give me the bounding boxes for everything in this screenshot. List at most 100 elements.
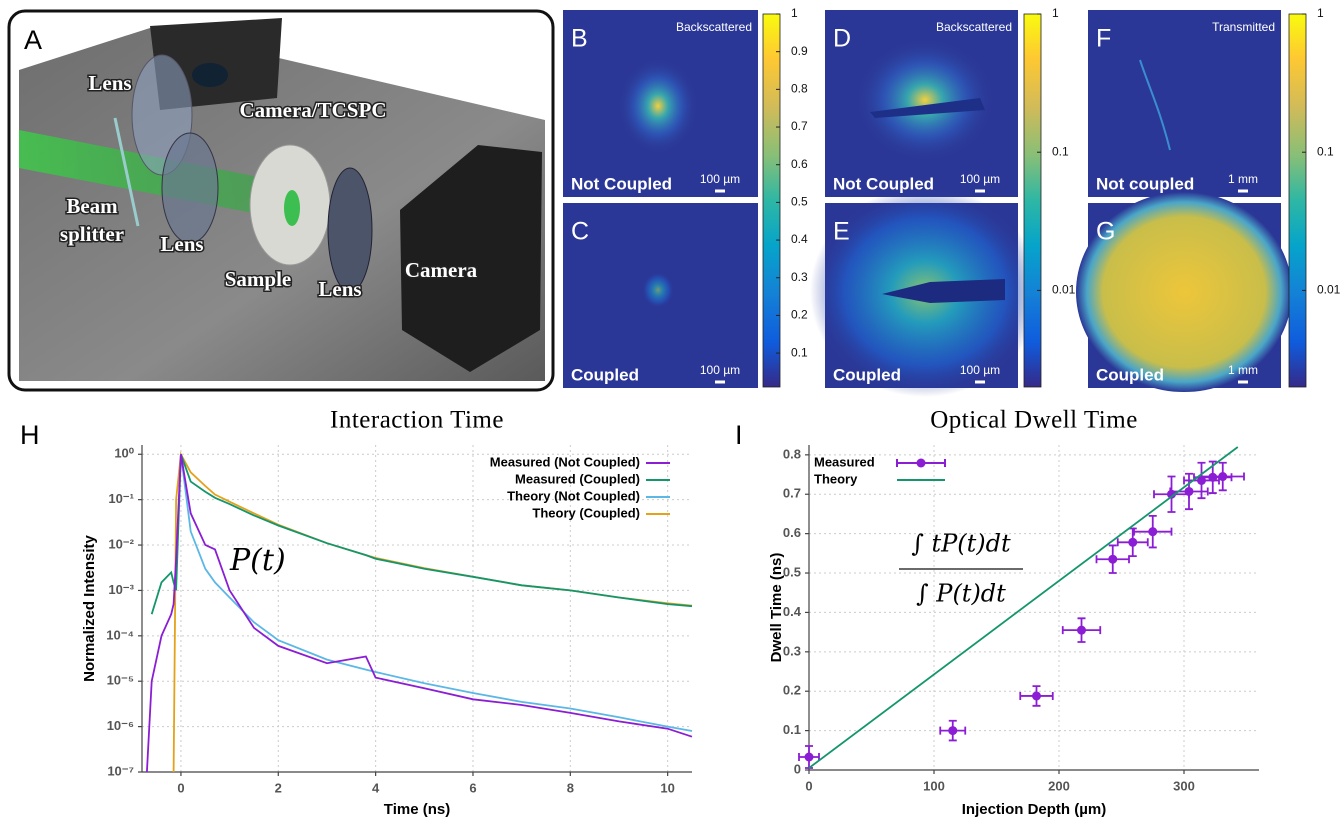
y-axis-label: Normalized Intensity [81,534,98,681]
y-tick-label: 0 [794,761,801,776]
x-axis-label: Injection Depth (µm) [962,801,1106,818]
chart-title: Optical Dwell Time [930,407,1138,434]
image-condition: Not Coupled [833,174,934,193]
y-tick-label: 10⁻² [108,536,134,551]
image [1088,10,1281,197]
colorbar [762,13,781,388]
part-label: Lens [160,232,203,256]
lens [161,132,219,244]
x-tick-label: 100 [923,778,945,793]
colorbar-tick-label: 1 [791,6,798,20]
schematic [7,9,555,392]
scale-label: 1 mm [1228,172,1258,186]
data-line [146,454,693,773]
y-tick-label: 0.7 [783,486,801,501]
annotation-numerator: ∫ tP(t)dt [911,530,1011,558]
image-caption: Backscattered [676,20,752,34]
colorbar-tick-label: 0.5 [791,195,808,209]
image-glow [1076,192,1292,392]
legend-label: Theory (Coupled) [532,505,640,520]
panel-label: I [735,420,743,450]
x-tick-label: 0 [805,778,812,793]
fiber-shadow [870,98,985,118]
y-tick-label: 0.2 [783,683,801,698]
colorbar-tick-label: 1 [1317,6,1324,20]
camera-aperture [192,63,228,87]
x-tick-label: 0 [177,780,184,795]
y-tick-label: 10⁻⁷ [107,763,134,778]
data-point [1077,625,1086,635]
panel-label: E [833,218,850,246]
y-tick-label: 0.3 [783,643,801,658]
panel-label: B [571,25,588,53]
x-tick-label: 200 [1048,778,1070,793]
data-point [1108,554,1118,564]
colorbar-tick-label: 0.01 [1317,283,1341,297]
data-point [1218,472,1228,482]
camera [400,145,542,372]
y-tick-label: 10⁻⁶ [107,718,134,733]
y-tick-label: 10⁻⁵ [107,673,134,688]
part-label: Camera/TCSPC [240,98,387,122]
image-condition: Not Coupled [571,174,672,193]
legend-label: Measured (Not Coupled) [490,454,640,469]
part-label: splitter [60,222,124,246]
scale-label: 100 µm [960,363,1000,377]
legend-marker [916,458,926,468]
part-label: Sample [225,267,292,291]
data-point [1128,537,1138,547]
x-tick-label: 6 [469,780,476,795]
panel-label: D [833,25,851,53]
image-caption: Transmitted [1212,20,1275,34]
x-tick-label: 300 [1173,778,1195,793]
image-caption: Backscattered [936,20,1012,34]
data-point [1032,691,1041,701]
part-label: Lens [318,277,361,301]
annotation-denominator: ∫ P(t)dt [916,580,1006,608]
scale-label: 100 µm [960,172,1000,186]
image-feature [1139,59,1171,151]
panel-label: C [571,218,589,246]
panel-label: F [1096,25,1111,53]
legend-label: Theory [814,471,858,486]
scale-label: 100 µm [700,363,740,377]
panel-label: H [20,420,40,450]
legend-caps [896,459,946,467]
data-point [1184,486,1194,496]
image-panels [563,10,1292,397]
y-tick-label: 10⁻⁴ [106,627,134,642]
lens [327,167,373,293]
colorbar-tick-label: 0.1 [1317,144,1334,158]
colorbar-tick-label: 0.1 [1052,144,1069,158]
image-speckle [618,58,698,154]
data-point [948,726,958,736]
fiber-shadow [882,279,1005,303]
data-point [804,752,814,762]
colorbar-tick-label: 0.8 [791,82,808,96]
x-tick-label: 8 [567,780,574,795]
colorbar-tick-label: 0.1 [791,345,808,359]
y-tick-label: 0.1 [783,722,801,737]
x-tick-label: 2 [275,780,282,795]
y-axis-label: Dwell Time (ns) [768,553,785,663]
image-condition: Coupled [571,365,639,384]
image-condition: Coupled [1096,365,1164,384]
y-tick-label: 0.8 [783,446,801,461]
x-tick-label: 10 [660,780,674,795]
colorbar-tick-label: 0.6 [791,157,808,171]
y-tick-label: 0.4 [783,604,802,619]
data-line [180,454,693,732]
beam-splitter [113,117,140,227]
y-tick-label: 10⁰ [114,446,134,461]
data-line [808,446,1239,769]
annotation: P(t) [229,543,286,578]
colorbar-tick-label: 0.2 [791,308,808,322]
part-label: Beam [66,194,118,218]
y-tick-label: 10⁻³ [108,582,134,597]
colorbar-tick-label: 0.01 [1052,283,1076,297]
colorbar-tick-label: 0.7 [791,119,808,133]
image-speckle [855,38,995,162]
legend-label: Measured [814,454,875,469]
